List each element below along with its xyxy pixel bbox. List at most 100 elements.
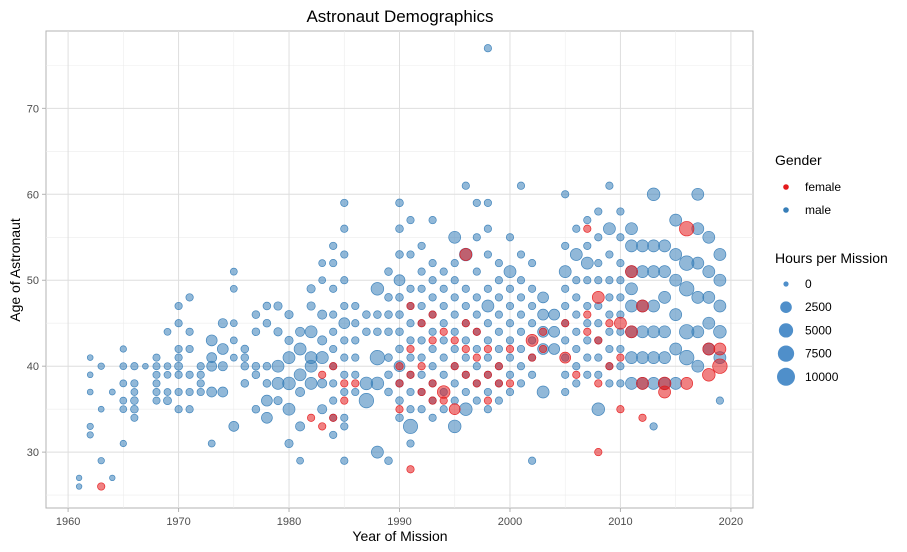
point-male — [583, 370, 592, 379]
point-male — [304, 359, 318, 373]
point-male — [351, 370, 360, 379]
point-male — [583, 216, 592, 225]
point-female — [505, 379, 515, 388]
point-male — [428, 327, 437, 336]
point-female — [483, 370, 492, 379]
point-male — [472, 293, 481, 302]
point-male — [528, 301, 537, 311]
point-female — [494, 379, 503, 388]
legend-male-label: male — [805, 203, 831, 217]
point-male — [461, 181, 470, 190]
point-male — [450, 276, 459, 285]
point-male — [86, 422, 94, 430]
point-male — [505, 284, 515, 293]
point-male — [658, 351, 671, 364]
point-male — [428, 344, 437, 354]
point-male — [196, 362, 205, 371]
point-male — [251, 404, 261, 414]
point-male — [713, 325, 727, 339]
point-male — [669, 248, 683, 261]
point-male — [583, 301, 592, 311]
point-male — [318, 276, 327, 285]
point-male — [636, 265, 649, 278]
point-male — [459, 402, 473, 416]
point-male — [691, 256, 705, 270]
point-male — [152, 388, 161, 396]
point-male — [395, 293, 404, 302]
point-male — [461, 301, 470, 311]
point-male — [163, 362, 172, 371]
point-male — [417, 301, 426, 311]
point-male — [713, 273, 727, 287]
point-female — [417, 319, 426, 328]
point-male — [580, 256, 594, 270]
x-tick-label: 2020 — [719, 516, 743, 528]
point-male — [273, 396, 283, 406]
point-male — [658, 291, 671, 304]
point-male — [395, 413, 404, 423]
point-male — [262, 379, 272, 388]
point-male — [217, 386, 229, 398]
point-male — [483, 198, 492, 207]
point-male — [340, 422, 349, 431]
point-male — [472, 198, 481, 207]
point-male — [229, 319, 238, 328]
point-female — [428, 379, 437, 388]
point-male — [616, 259, 625, 268]
point-male — [572, 344, 581, 354]
point-female — [483, 344, 492, 354]
point-male — [658, 325, 671, 339]
point-male — [669, 308, 683, 321]
y-tick-label: 50 — [27, 275, 39, 287]
point-female — [406, 344, 415, 354]
point-male — [472, 344, 481, 354]
point-female — [591, 291, 605, 304]
point-male — [713, 299, 727, 313]
point-male — [461, 387, 470, 397]
point-male — [494, 293, 503, 302]
point-male — [636, 325, 649, 339]
point-male — [163, 370, 172, 379]
point-female — [461, 370, 470, 379]
point-female — [625, 265, 638, 278]
point-male — [284, 310, 294, 320]
x-tick-label: 1990 — [387, 516, 411, 528]
point-male — [351, 319, 360, 328]
point-male — [516, 379, 526, 388]
point-female — [561, 319, 570, 328]
point-female — [583, 310, 592, 319]
point-male — [715, 396, 724, 405]
point-male — [163, 396, 172, 405]
point-male — [439, 284, 448, 293]
point-male — [340, 413, 349, 422]
point-male — [317, 335, 328, 346]
point-male — [616, 293, 625, 302]
point-male — [207, 439, 216, 448]
point-male — [251, 327, 261, 337]
point-male — [594, 259, 603, 268]
point-male — [119, 345, 127, 353]
point-male — [616, 379, 625, 388]
point-female — [505, 344, 515, 354]
point-male — [461, 336, 470, 345]
point-male — [240, 344, 250, 354]
point-male — [439, 301, 448, 311]
point-female — [472, 353, 481, 362]
legend-size-label: 10000 — [805, 370, 839, 384]
legend-female-label: female — [805, 180, 841, 194]
point-male — [340, 370, 349, 379]
point-male — [340, 198, 349, 207]
point-male — [406, 336, 415, 345]
point-male — [616, 362, 625, 371]
point-male — [537, 308, 549, 321]
point-male — [450, 344, 459, 354]
point-male — [329, 396, 338, 405]
point-female — [406, 301, 415, 311]
point-male — [185, 293, 194, 302]
point-male — [362, 310, 371, 319]
point-female — [450, 336, 459, 345]
point-female — [439, 327, 448, 336]
point-male — [185, 370, 194, 379]
point-male — [483, 405, 492, 414]
point-male — [417, 370, 426, 379]
